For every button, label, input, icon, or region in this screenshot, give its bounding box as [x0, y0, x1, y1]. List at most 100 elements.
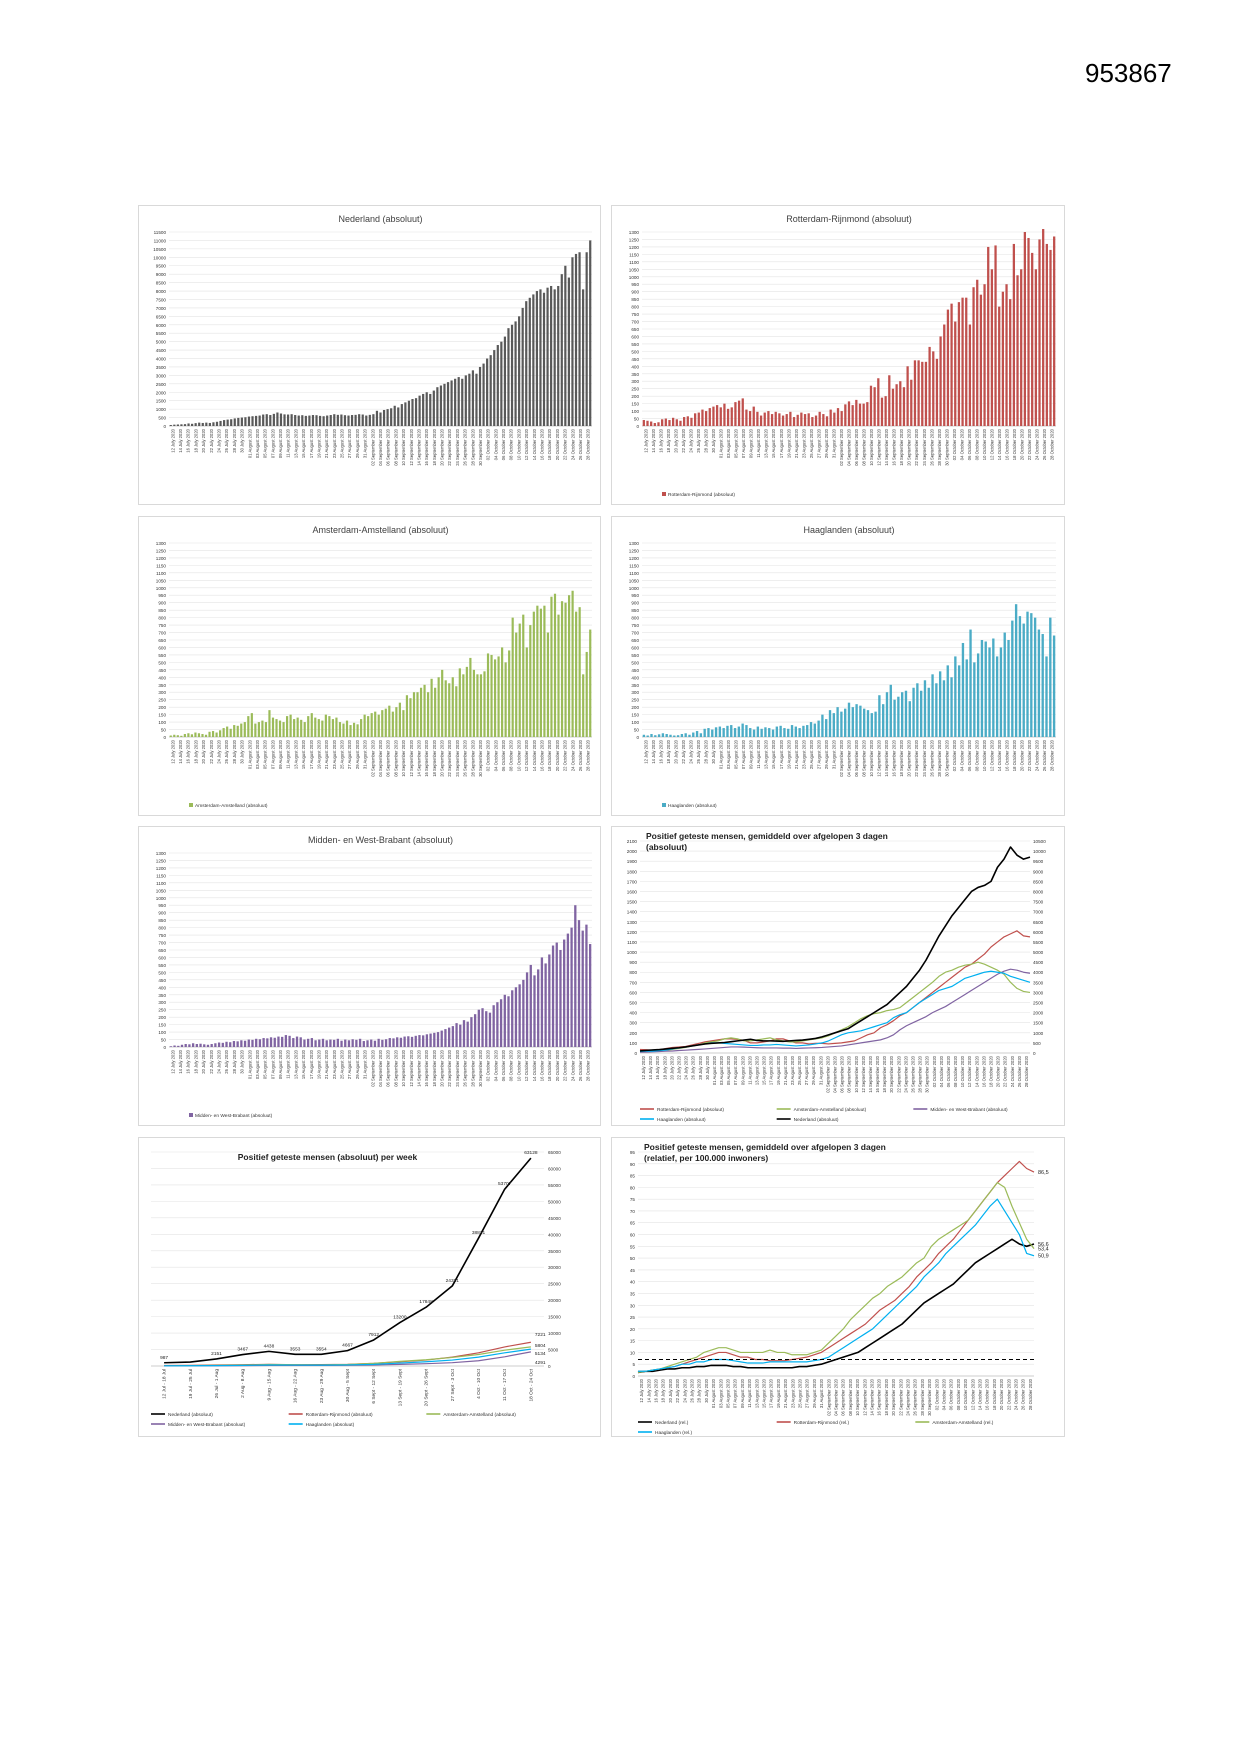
bar: [344, 1039, 347, 1047]
bar: [404, 402, 407, 426]
bar: [529, 964, 532, 1047]
y-tick-label: 1200: [629, 245, 640, 250]
x-tick-label: 13 August 2020: [293, 428, 298, 458]
bar: [1026, 611, 1029, 737]
x-tick-label: 26 September 2020: [463, 1049, 468, 1086]
y-tick-label: 0: [163, 1045, 166, 1050]
bar: [503, 994, 506, 1047]
series-line: [638, 1198, 1035, 1372]
bar: [410, 1036, 414, 1047]
y-tick-label: 250: [631, 698, 639, 703]
y-tick-label: 600: [158, 955, 166, 960]
x-tick-label: 23 August 2020: [801, 428, 806, 458]
bar: [206, 1044, 210, 1047]
x-tick-label: 08 October 2020: [953, 1055, 958, 1087]
x-tick-label: 24 October 2020: [1035, 428, 1040, 460]
bar: [904, 690, 908, 737]
x-tick-label: 26 September 2020: [929, 428, 934, 465]
bar: [470, 1017, 473, 1047]
bar: [1041, 634, 1044, 737]
bar: [536, 605, 539, 737]
y2-tick-label: 7500: [1033, 900, 1044, 905]
y-tick-label: 1200: [627, 930, 638, 935]
bar: [665, 734, 668, 737]
x-tick-label: 20 October 2020: [555, 428, 560, 460]
x-tick-label: 28 July 2020: [232, 428, 237, 452]
x-tick-label: 30 July 2020: [711, 428, 716, 452]
bar: [265, 414, 268, 426]
x-tick-label: 12 July 2020: [643, 739, 648, 763]
bar: [403, 1036, 406, 1047]
x-tick-label: 14 July 2020: [178, 428, 183, 452]
end-label: 50,9: [1038, 1254, 1049, 1260]
bar: [1031, 252, 1034, 426]
bar: [414, 398, 418, 426]
bar: [372, 414, 375, 426]
x-tick-label: 16 September 2020: [892, 428, 897, 465]
bar: [543, 605, 546, 737]
x-tick-label: 17 August 2020: [309, 739, 314, 769]
x-tick-label: 16 July 2020: [186, 1049, 191, 1073]
x-tick-label: 30 September 2020: [478, 428, 483, 465]
bar: [215, 421, 219, 426]
bar: [297, 415, 300, 426]
y-tick-label: 1300: [156, 851, 167, 856]
y-tick-label: 95: [630, 1150, 636, 1155]
bar: [432, 390, 435, 426]
bar: [332, 1039, 336, 1047]
bar: [229, 728, 232, 737]
bar: [183, 424, 187, 426]
x-tick-label: 13 Sept - 19 Sept: [397, 1368, 403, 1406]
x-tick-label: 22 July 2020: [681, 739, 686, 763]
bar: [233, 725, 236, 737]
x-tick-label: 26 July 2020: [690, 1378, 695, 1402]
bar: [384, 1039, 388, 1047]
bar: [533, 975, 536, 1047]
x-tick-label: 27 Sept - 3 Oct: [450, 1368, 456, 1401]
x-tick-label: 24 September 2020: [455, 739, 460, 776]
x-tick-label: 06 October 2020: [501, 1049, 506, 1081]
bar: [201, 734, 204, 737]
bar: [657, 422, 660, 426]
bar: [642, 734, 646, 737]
y-tick-label: 350: [158, 993, 166, 998]
bar: [458, 668, 461, 737]
bar: [745, 725, 748, 737]
bar: [478, 366, 482, 426]
x-tick-label: 21 August 2020: [794, 739, 799, 769]
bar: [564, 265, 567, 426]
chart-average-relative: 0 5 10 15 20 25 30 35 40 45 50 55 60 65 70 75 80 85 90 95 Po…: [630, 1142, 1049, 1436]
legend-label: Rotterdam-Rijnmond (absoluut): [306, 1412, 373, 1418]
bar: [794, 726, 798, 737]
y-tick-label: 2000: [156, 390, 167, 395]
end-label: 56,6: [1038, 1242, 1049, 1248]
y-tick-label: 65000: [548, 1150, 561, 1155]
x-tick-label: 22 October 2020: [563, 739, 568, 771]
x-tick-label: 24 July 2020: [684, 1055, 689, 1079]
bar: [1030, 613, 1033, 737]
bar: [695, 731, 699, 737]
bar: [703, 728, 706, 737]
x-tick-label: 04 October 2020: [959, 428, 964, 460]
x-tick-label: 9 Aug - 15 Aug: [266, 1369, 272, 1401]
x-tick-label: 03 August 2020: [726, 739, 731, 769]
y-tick-label: 0: [632, 1374, 635, 1379]
bar: [578, 252, 581, 426]
x-tick-label: 10 September 2020: [869, 739, 874, 776]
x-tick-label: 28 July 2020: [232, 739, 237, 763]
y-tick-label: 300: [158, 690, 166, 695]
x-tick-label: 28 September 2020: [937, 739, 942, 776]
y-tick-label: 650: [158, 948, 166, 953]
chart-haaglanden: 0 50 100 150 200 250 300 350 400 450 500 550 600 650 7…: [629, 525, 1056, 809]
y-tick-label: 1800: [627, 869, 638, 874]
bar: [980, 640, 984, 737]
bar: [525, 647, 528, 737]
y2-tick-label: 4500: [1033, 960, 1044, 965]
y-tick-label: 6500: [156, 314, 167, 319]
x-tick-label: 30 September 2020: [927, 1378, 932, 1415]
bar: [251, 1039, 254, 1047]
bar: [893, 699, 896, 737]
bar: [254, 723, 257, 737]
x-tick-label: 26 October 2020: [578, 428, 583, 460]
bar: [183, 734, 186, 737]
